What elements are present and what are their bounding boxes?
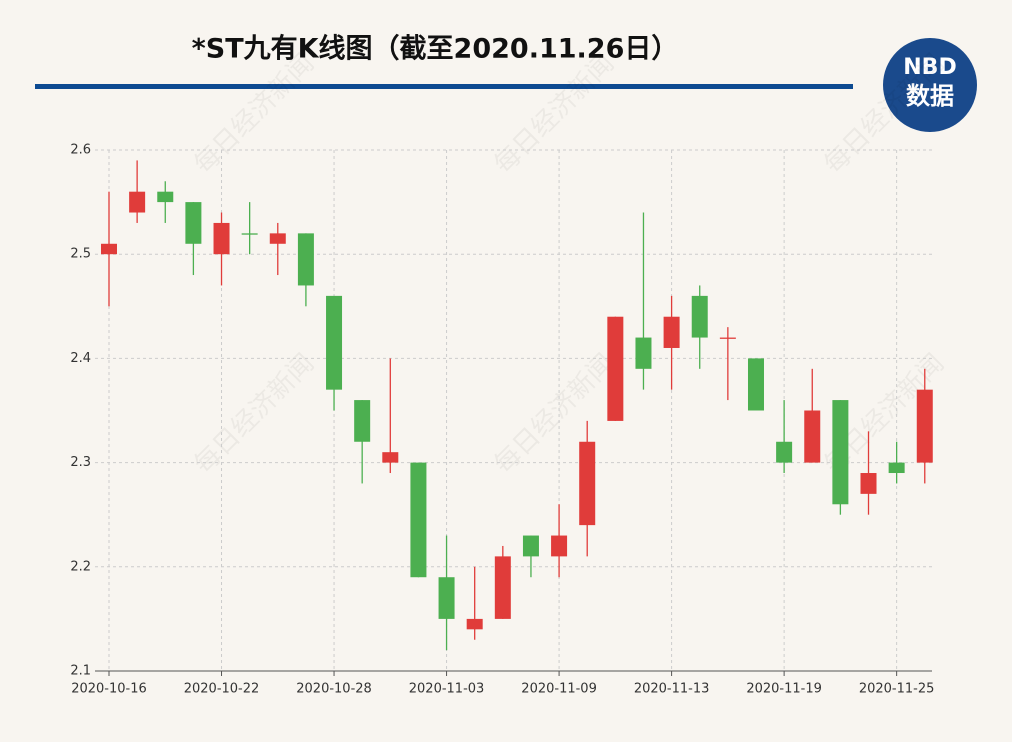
candle-body bbox=[522, 535, 539, 557]
candle-body bbox=[747, 358, 764, 411]
candle-body bbox=[382, 452, 399, 463]
candle-body bbox=[635, 337, 652, 369]
y-tick-label: 2.3 bbox=[70, 455, 91, 470]
x-tick-label: 2020-10-22 bbox=[184, 682, 260, 697]
candle-body bbox=[776, 441, 793, 463]
candle-body bbox=[551, 535, 568, 557]
candle-body bbox=[326, 295, 343, 390]
y-tick-label: 2.6 bbox=[70, 143, 91, 158]
candle-body bbox=[888, 462, 905, 474]
candle-body bbox=[185, 202, 202, 244]
candle-body bbox=[719, 337, 736, 339]
candle-body bbox=[607, 316, 624, 421]
candle-body bbox=[297, 233, 314, 286]
candle-body bbox=[860, 473, 877, 494]
candle-body bbox=[438, 577, 455, 619]
candle-body bbox=[129, 191, 146, 213]
candle-body bbox=[101, 243, 117, 255]
x-tick-label: 2020-10-16 bbox=[71, 682, 147, 697]
logo bbox=[883, 38, 977, 132]
candle-body bbox=[241, 233, 258, 235]
candle-body bbox=[466, 618, 483, 630]
y-tick-label: 2.4 bbox=[70, 351, 91, 366]
candle-body bbox=[579, 441, 596, 526]
y-tick-label: 2.1 bbox=[70, 664, 91, 679]
x-tick-label: 2020-11-03 bbox=[409, 682, 485, 697]
candle-body bbox=[804, 410, 821, 463]
candle-body bbox=[691, 295, 708, 338]
candle-body bbox=[354, 400, 371, 442]
logo-bottom: 数据 bbox=[906, 82, 954, 110]
logo-top: NBD bbox=[903, 55, 956, 80]
candle-body bbox=[269, 233, 286, 244]
x-tick-label: 2020-11-19 bbox=[746, 682, 822, 697]
candle-body bbox=[410, 462, 427, 578]
x-tick-label: 2020-11-13 bbox=[634, 682, 710, 697]
candle-body bbox=[157, 191, 174, 203]
x-tick-label: 2020-11-09 bbox=[521, 682, 597, 697]
chart-title: *ST九有K线图（截至2020.11.26日） bbox=[192, 34, 679, 65]
candle-body bbox=[494, 556, 511, 619]
candle-body bbox=[832, 400, 849, 505]
candle-body bbox=[916, 389, 933, 463]
title-rule bbox=[35, 84, 853, 89]
y-tick-label: 2.5 bbox=[70, 247, 91, 262]
x-tick-label: 2020-11-25 bbox=[859, 682, 935, 697]
candle-body bbox=[213, 222, 230, 255]
y-tick-label: 2.2 bbox=[70, 559, 91, 574]
candle-body bbox=[663, 316, 680, 348]
x-tick-label: 2020-10-28 bbox=[296, 682, 372, 697]
